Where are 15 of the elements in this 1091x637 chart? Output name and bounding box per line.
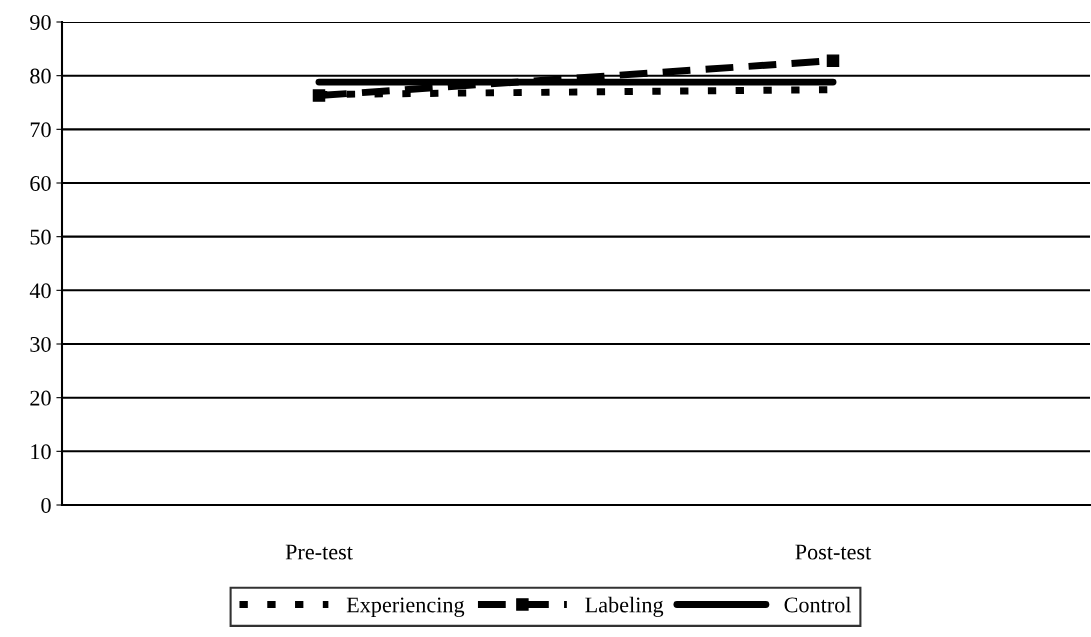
y-tick-label: 50 [30, 229, 51, 245]
legend-label: Experiencing [346, 597, 465, 617]
y-tick-label: 30 [30, 336, 51, 352]
y-tick-label: 20 [30, 390, 51, 406]
legend-label: Control [784, 596, 852, 613]
x-tick-label: Pre-test [285, 544, 353, 560]
y-tick-label: 40 [29, 283, 51, 299]
y-tick-label: 0 [41, 497, 51, 513]
legend-label: Labeling [585, 596, 664, 617]
x-tick-label: Post-test [795, 544, 872, 560]
y-tick-label: 10 [31, 444, 51, 460]
y-tick-label: 70 [30, 122, 51, 138]
y-tick-label: 90 [30, 14, 51, 30]
y-tick-label: 60 [30, 175, 51, 191]
y-tick-label: 80 [30, 68, 51, 84]
